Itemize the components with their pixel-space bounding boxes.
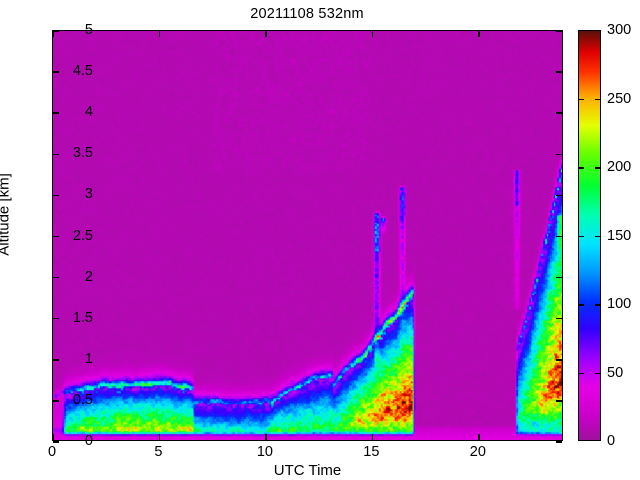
y-tick [53, 153, 59, 156]
x-tick-top [52, 31, 54, 37]
y-tick-right [556, 112, 562, 114]
x-tick [478, 434, 480, 440]
x-tick-label: 10 [256, 444, 273, 460]
x-tick [158, 434, 161, 440]
y-tick-label: 0 [84, 433, 93, 449]
y-tick-label: 4 [84, 104, 93, 121]
x-tick-label: 20 [469, 444, 486, 460]
x-tick-top [478, 31, 480, 37]
heatmap-canvas [53, 31, 562, 440]
colorbar-tick-label: 300 [607, 22, 632, 38]
colorbar-tick-label: 100 [607, 296, 632, 312]
x-tick-label: 5 [154, 444, 163, 460]
page-title: 20211108 532nm [250, 6, 364, 22]
y-tick [53, 194, 59, 197]
y-tick-label: 3 [84, 186, 93, 203]
y-tick [53, 317, 59, 320]
y-tick-label: 2 [84, 268, 93, 285]
colorbar-tick [579, 372, 584, 375]
colorbar [578, 30, 601, 441]
y-tick [53, 400, 59, 402]
colorbar-tick-label: 0 [607, 433, 616, 449]
y-tick-right [556, 400, 562, 402]
y-tick [53, 359, 59, 361]
colorbar-tick-right [595, 372, 600, 375]
y-tick [53, 441, 59, 443]
colorbar-tick [579, 235, 584, 238]
y-axis-label: Altitude [km] [0, 173, 13, 256]
y-tick-right [556, 30, 562, 32]
y-tick-right [556, 153, 562, 156]
y-tick-label: 1 [84, 350, 93, 367]
colorbar-tick-label: 250 [607, 90, 632, 107]
y-tick-right [556, 317, 562, 320]
heatmap-axes [52, 30, 563, 443]
y-tick [53, 30, 59, 32]
y-tick [53, 71, 59, 73]
y-tick-right [556, 276, 562, 279]
colorbar-tick-label: 50 [607, 364, 624, 381]
x-tick [52, 434, 54, 440]
y-tick-label: 3.5 [72, 145, 93, 162]
colorbar-tick-label: 150 [607, 227, 632, 244]
colorbar-tick-right [595, 167, 600, 169]
colorbar-tick-label: 200 [607, 159, 632, 175]
x-tick-top [265, 31, 267, 37]
colorbar-tick [579, 167, 584, 169]
y-tick-right [556, 71, 562, 73]
colorbar-gradient [579, 31, 600, 440]
x-tick [371, 434, 374, 440]
x-tick [265, 434, 267, 440]
x-tick-label: 15 [363, 444, 380, 460]
colorbar-tick [579, 304, 584, 306]
y-tick [53, 276, 59, 279]
x-axis-label: UTC Time [273, 462, 342, 479]
y-tick-label: 4.5 [72, 63, 93, 80]
y-tick [53, 112, 59, 114]
colorbar-tick-right [595, 98, 600, 101]
y-tick-right [556, 359, 562, 361]
y-tick-right [556, 235, 562, 238]
y-tick-label: 5 [84, 22, 93, 38]
y-tick-label: 1.5 [72, 309, 93, 326]
y-tick-label: 2.5 [72, 227, 93, 244]
x-tick-label: 0 [47, 444, 57, 460]
y-tick-label: 0.5 [72, 391, 93, 408]
x-tick-top [371, 31, 374, 37]
y-tick-right [556, 441, 562, 443]
x-tick-top [158, 31, 161, 37]
colorbar-tick-right [595, 235, 600, 238]
y-tick-right [556, 194, 562, 197]
y-tick [53, 235, 59, 238]
colorbar-tick-right [595, 304, 600, 306]
colorbar-tick [579, 98, 584, 101]
